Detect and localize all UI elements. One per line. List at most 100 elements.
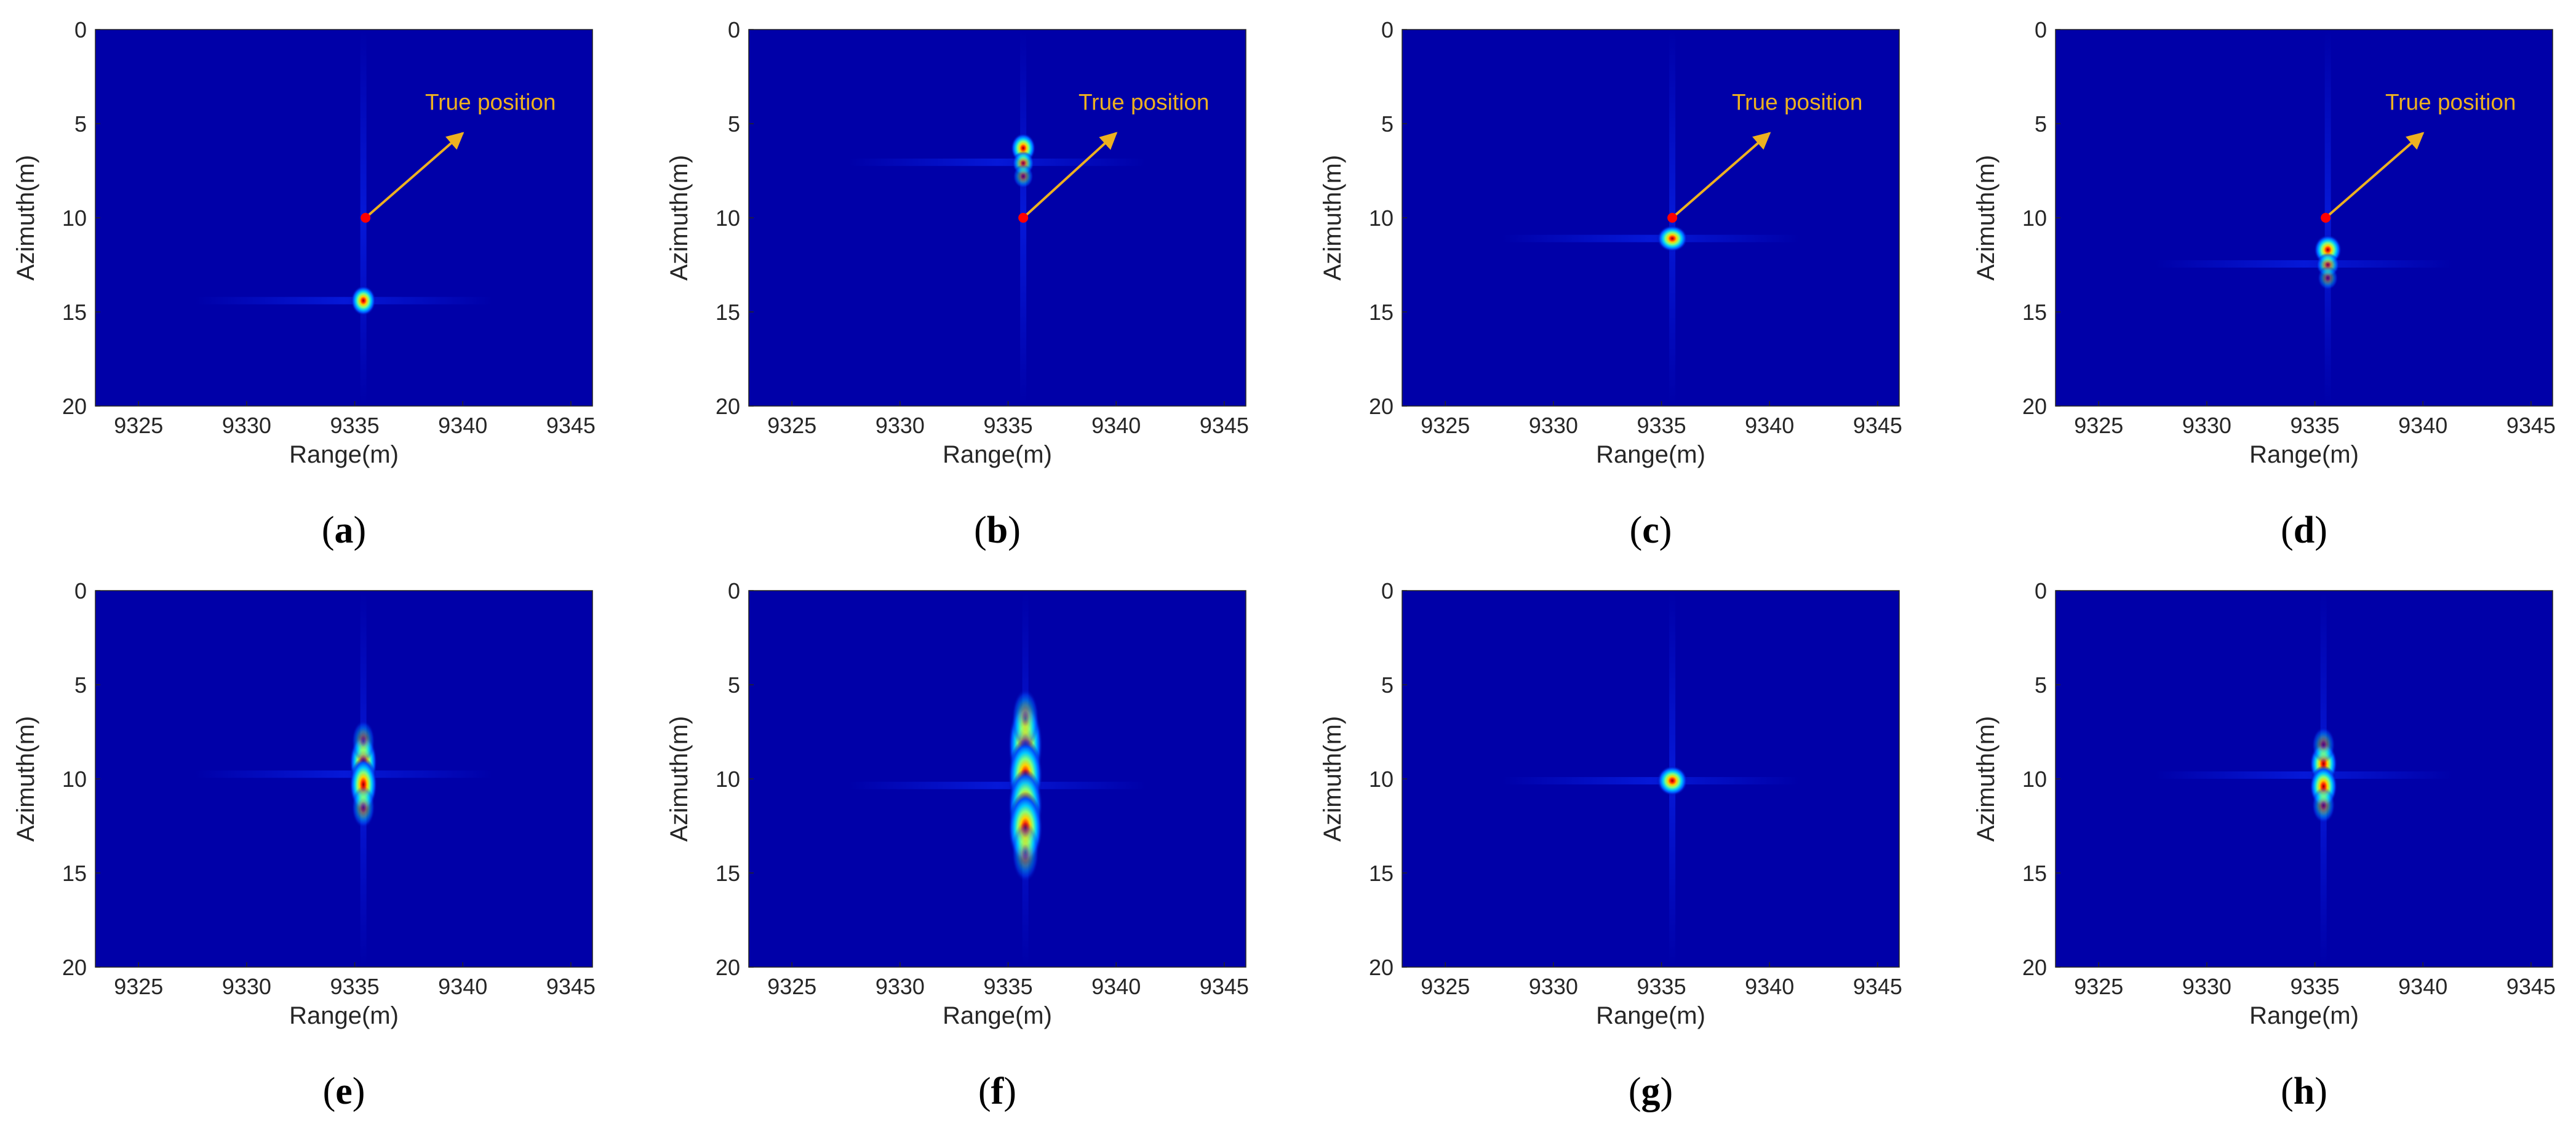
x-tick-label: 9335: [1637, 413, 1686, 438]
x-tick-label: 9335: [330, 413, 380, 438]
y-tick-label: 20: [716, 955, 740, 980]
subplot-h: 9325 9330 9335 9340 9345 0 5 10 15 20 Range(m) Azim…: [1972, 578, 2556, 1112]
x-tick-label: 9330: [2182, 974, 2231, 999]
range-sidelobe: [1501, 234, 1800, 242]
y-axis-label: Azimuth(m): [1972, 155, 2000, 281]
y-tick-label: 0: [2035, 578, 2047, 604]
subplot-g: 9325 9330 9335 9340 9345 0 5 10 15 20 Range(m) Azim…: [1319, 578, 1902, 1112]
y-tick-label: 5: [728, 111, 740, 137]
x-tick-label: 9340: [1091, 413, 1141, 438]
plot-area: [2056, 30, 2553, 406]
y-tick-label: 0: [728, 17, 740, 42]
response-peak: [351, 786, 375, 829]
range-sidelobe: [2155, 771, 2454, 779]
y-tick-label: 20: [62, 955, 87, 980]
x-tick-label: 9335: [330, 974, 380, 999]
true-position-marker: [1667, 213, 1678, 223]
subplot-caption: (d): [2281, 509, 2327, 551]
y-tick-label: 0: [74, 578, 87, 604]
y-tick-label: 15: [716, 300, 740, 325]
x-axis-label: Range(m): [289, 1002, 399, 1029]
y-tick-label: 15: [62, 861, 87, 886]
x-tick-label: 9345: [546, 974, 596, 999]
annotation-arrow: [1671, 132, 1771, 219]
response-peak: [1657, 765, 1688, 796]
subplot-d: 9325 9330 9335 9340 9345 0 5 10 15 20 Range(m) Azim…: [1972, 17, 2556, 551]
x-tick-label: 9325: [1421, 413, 1470, 438]
x-tick-label: 9335: [2291, 413, 2340, 438]
y-axis-label: Azimuth(m): [1972, 716, 2000, 842]
x-tick-label: 9340: [1745, 413, 1794, 438]
x-tick-label: 9345: [1200, 974, 1249, 999]
y-tick-label: 20: [1369, 394, 1394, 419]
x-tick-label: 9340: [1091, 974, 1141, 999]
y-tick-label: 10: [1369, 205, 1394, 231]
x-tick-label: 9345: [1853, 413, 1902, 438]
y-tick-label: 5: [1381, 111, 1394, 137]
annotation-label: True position: [1732, 89, 1863, 114]
x-tick-label: 9325: [114, 413, 163, 438]
response-peak: [1011, 822, 1040, 883]
x-tick-label: 9335: [1637, 974, 1686, 999]
y-tick-label: 5: [2035, 672, 2047, 698]
y-tick-label: 10: [2022, 767, 2047, 792]
x-tick-label: 9325: [114, 974, 163, 999]
x-axis-label: Range(m): [943, 1002, 1052, 1029]
range-sidelobe: [2155, 260, 2454, 268]
x-axis-label: Range(m): [1596, 1002, 1705, 1029]
y-tick-label: 10: [62, 767, 87, 792]
plot-area: [749, 30, 1246, 406]
y-tick-label: 15: [1369, 300, 1394, 325]
annotation-arrow: [2324, 132, 2425, 219]
y-tick-label: 10: [716, 767, 740, 792]
x-tick-label: 9325: [2074, 413, 2123, 438]
y-axis-label: Azimuth(m): [666, 155, 693, 281]
subplot-b: 9325 9330 9335 9340 9345 0 5 10 15 20 Range(m) Azim…: [666, 17, 1249, 551]
y-axis-label: Azimuth(m): [1319, 716, 1346, 842]
plot-area: [95, 591, 592, 967]
annotation-arrow: [1022, 132, 1118, 219]
y-tick-label: 15: [1369, 861, 1394, 886]
y-tick-label: 0: [74, 17, 87, 42]
x-tick-label: 9330: [1529, 413, 1578, 438]
x-tick-label: 9345: [2506, 974, 2556, 999]
true-position-marker: [1018, 213, 1029, 223]
x-tick-label: 9330: [222, 413, 271, 438]
y-tick-label: 20: [62, 394, 87, 419]
response-peak: [351, 720, 375, 763]
subplot-caption: (a): [322, 509, 366, 551]
x-tick-label: 9335: [2291, 974, 2340, 999]
annotation-label: True position: [2385, 89, 2516, 114]
y-tick-label: 10: [2022, 205, 2047, 231]
annotation-label: True position: [1079, 89, 1210, 114]
subplot-caption: (h): [2281, 1070, 2327, 1112]
x-axis-label: Range(m): [943, 441, 1052, 468]
y-tick-label: 15: [716, 861, 740, 886]
x-tick-label: 9335: [984, 974, 1033, 999]
x-tick-label: 9345: [2506, 413, 2556, 438]
response-peak: [2311, 787, 2335, 824]
subplot-caption: (b): [974, 509, 1021, 551]
x-tick-label: 9340: [2398, 413, 2447, 438]
x-tick-label: 9340: [438, 974, 487, 999]
response-peak: [2317, 266, 2339, 290]
y-axis-label: Azimuth(m): [666, 716, 693, 842]
x-tick-label: 9330: [222, 974, 271, 999]
x-axis-label: Range(m): [289, 441, 399, 468]
response-peak: [1657, 225, 1688, 252]
range-sidelobe: [848, 158, 1147, 166]
subplot-caption: (f): [978, 1070, 1016, 1112]
y-axis-label: Azimuth(m): [12, 716, 39, 842]
x-tick-label: 9340: [1745, 974, 1794, 999]
x-tick-label: 9345: [1853, 974, 1902, 999]
y-axis-label: Azimuth(m): [1319, 155, 1346, 281]
x-tick-label: 9325: [767, 413, 816, 438]
x-tick-label: 9340: [2398, 974, 2447, 999]
plot-area: [2056, 591, 2553, 967]
subplot-caption: (c): [1630, 509, 1672, 551]
x-axis-label: Range(m): [1596, 441, 1705, 468]
y-tick-label: 5: [2035, 111, 2047, 137]
y-tick-label: 20: [2022, 394, 2047, 419]
x-tick-label: 9325: [767, 974, 816, 999]
